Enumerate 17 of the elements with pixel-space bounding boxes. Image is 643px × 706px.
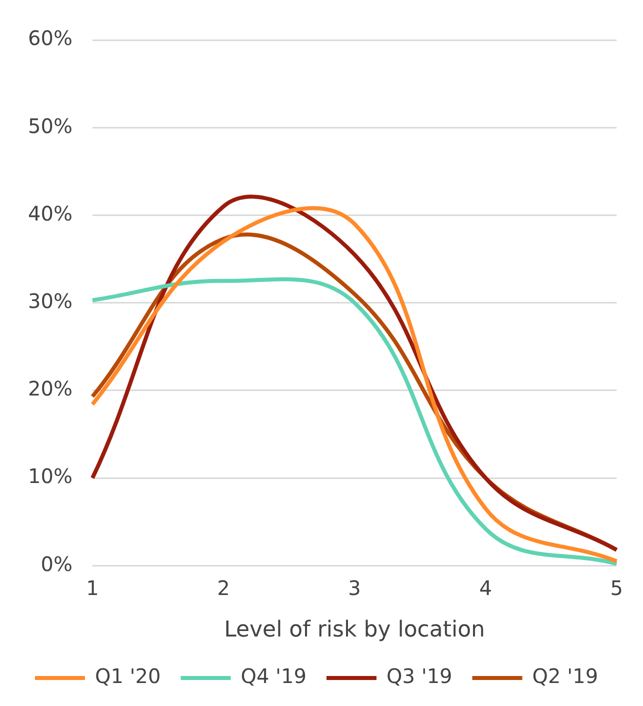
legend-label: Q2 '19 <box>532 664 598 688</box>
y-tick-label: 40% <box>28 201 72 226</box>
y-tick-label: 60% <box>28 26 72 50</box>
x-tick-label: 1 <box>86 576 99 600</box>
y-tick-label: 20% <box>28 376 72 401</box>
legend-label: Q4 '19 <box>240 664 307 688</box>
y-tick-label: 50% <box>28 114 72 138</box>
y-tick-label: 0% <box>40 552 72 576</box>
x-tick-label: 3 <box>348 576 361 600</box>
x-tick-label: 4 <box>479 576 492 600</box>
y-tick-label: 10% <box>28 464 72 488</box>
x-tick-label: 5 <box>610 576 624 600</box>
x-axis-title: Level of risk by location <box>224 618 485 643</box>
legend-label: Q3 '19 <box>386 664 452 688</box>
legend-label: Q1 '20 <box>94 664 161 688</box>
x-tick-label: 2 <box>217 576 230 600</box>
y-tick-label: 30% <box>28 289 72 314</box>
